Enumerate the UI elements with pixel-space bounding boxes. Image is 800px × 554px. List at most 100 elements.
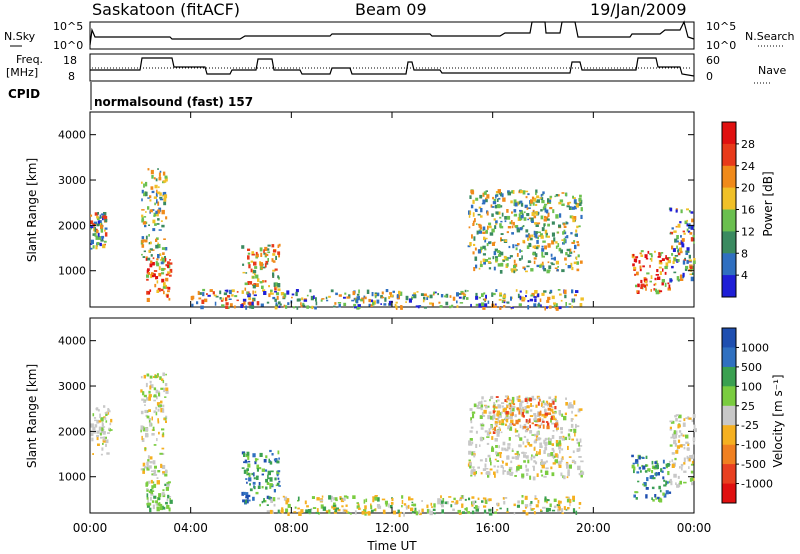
power-data-point (568, 201, 572, 204)
velocity-data-point (321, 495, 324, 498)
power-data-point (277, 251, 281, 255)
power-data-point (535, 192, 537, 195)
power-data-point (683, 259, 687, 261)
power-data-point (527, 305, 530, 310)
velocity-data-point (268, 497, 271, 500)
velocity-data-point (498, 412, 502, 417)
power-data-point (530, 199, 534, 204)
power-data-point (104, 219, 108, 223)
velocity-data-point (441, 509, 444, 514)
velocity-data-point (160, 387, 164, 390)
velocity-data-point (411, 511, 415, 514)
velocity-data-point (561, 413, 564, 417)
velocity-data-point (328, 509, 331, 514)
velocity-data-point (155, 500, 158, 504)
velocity-data-point (529, 507, 532, 511)
power-data-point (252, 290, 254, 295)
power-data-point (460, 290, 464, 293)
power-data-point (243, 301, 246, 305)
power-data-point (151, 190, 155, 194)
velocity-data-point (632, 462, 635, 465)
velocity-data-point (470, 426, 474, 429)
power-data-point (475, 303, 479, 306)
power-data-point (515, 244, 519, 247)
velocity-data-point (252, 481, 256, 485)
velocity-data-point (671, 433, 675, 439)
nsearch-tick-bottom: 10^0 (706, 39, 736, 52)
velocity-data-point (141, 438, 145, 442)
velocity-data-point (322, 506, 327, 511)
velocity-data-point (266, 495, 270, 499)
velocity-data-point (550, 452, 554, 456)
power-data-point (479, 227, 483, 230)
velocity-data-point (576, 425, 580, 428)
velocity-data-point (637, 480, 640, 483)
velocity-data-point (547, 412, 552, 415)
velocity-data-point (504, 395, 508, 398)
power-data-point (96, 215, 99, 219)
power-data-point (543, 290, 547, 293)
power-data-point (296, 306, 299, 310)
power-data-point (673, 230, 677, 233)
velocity-data-point (440, 495, 442, 499)
velocity-data-point (482, 497, 485, 500)
velocity-data-point (316, 497, 320, 501)
power-data-point (578, 203, 582, 206)
power-data-point (659, 271, 662, 275)
velocity-data-point (528, 418, 531, 423)
velocity-data-point (541, 464, 545, 469)
power-data-point (276, 295, 279, 300)
velocity-data-point (552, 449, 555, 453)
velocity-data-point (488, 498, 492, 502)
velocity-data-point (105, 443, 107, 447)
velocity-data-point (269, 509, 273, 514)
velocity-data-point (541, 474, 544, 477)
velocity-data-point (486, 442, 490, 445)
velocity-data-point (537, 396, 541, 400)
velocity-data-point (247, 460, 251, 463)
power-data-point (254, 266, 258, 269)
power-data-point (500, 192, 503, 197)
power-data-point (155, 238, 158, 242)
velocity-data-point (465, 507, 468, 512)
power-data-point (93, 227, 95, 232)
velocity-data-point (473, 470, 476, 475)
power-data-point (530, 268, 534, 272)
power-data-point (574, 294, 577, 297)
velocity-data-point (656, 464, 659, 470)
power-data-point (562, 231, 565, 235)
freq-tick-bottom: 8 (68, 70, 75, 83)
velocity-data-point (148, 409, 151, 412)
velocity-data-point (421, 508, 424, 512)
power-data-point (143, 216, 147, 218)
velocity-data-point (385, 504, 388, 507)
power-data-point (475, 292, 478, 297)
power-data-point (572, 298, 575, 303)
power-data-point (249, 281, 253, 285)
power-data-point (530, 294, 534, 297)
power-data-point (214, 301, 217, 306)
velocity-data-point (105, 439, 109, 444)
power-data-point (283, 293, 287, 298)
velocity-data-point (168, 496, 172, 498)
power-data-point (439, 305, 443, 308)
power-data-point (690, 276, 694, 282)
velocity-data-point (533, 413, 537, 416)
velocity-data-point (505, 449, 509, 452)
power-data-point (353, 306, 357, 309)
velocity-data-point (536, 437, 541, 441)
power-data-point (491, 213, 494, 217)
power-data-point (539, 197, 542, 199)
power-data-point (513, 199, 517, 204)
power-data-point (159, 198, 164, 201)
velocity-data-point (109, 422, 112, 426)
velocity-data-point (549, 503, 552, 508)
power-data-point (476, 230, 479, 235)
power-data-point (682, 230, 685, 233)
velocity-data-point (161, 378, 164, 382)
power-data-point (686, 208, 689, 211)
power-data-point (495, 211, 499, 215)
velocity-data-point (549, 403, 553, 408)
power-data-point (275, 302, 278, 305)
power-data-point (557, 289, 561, 291)
